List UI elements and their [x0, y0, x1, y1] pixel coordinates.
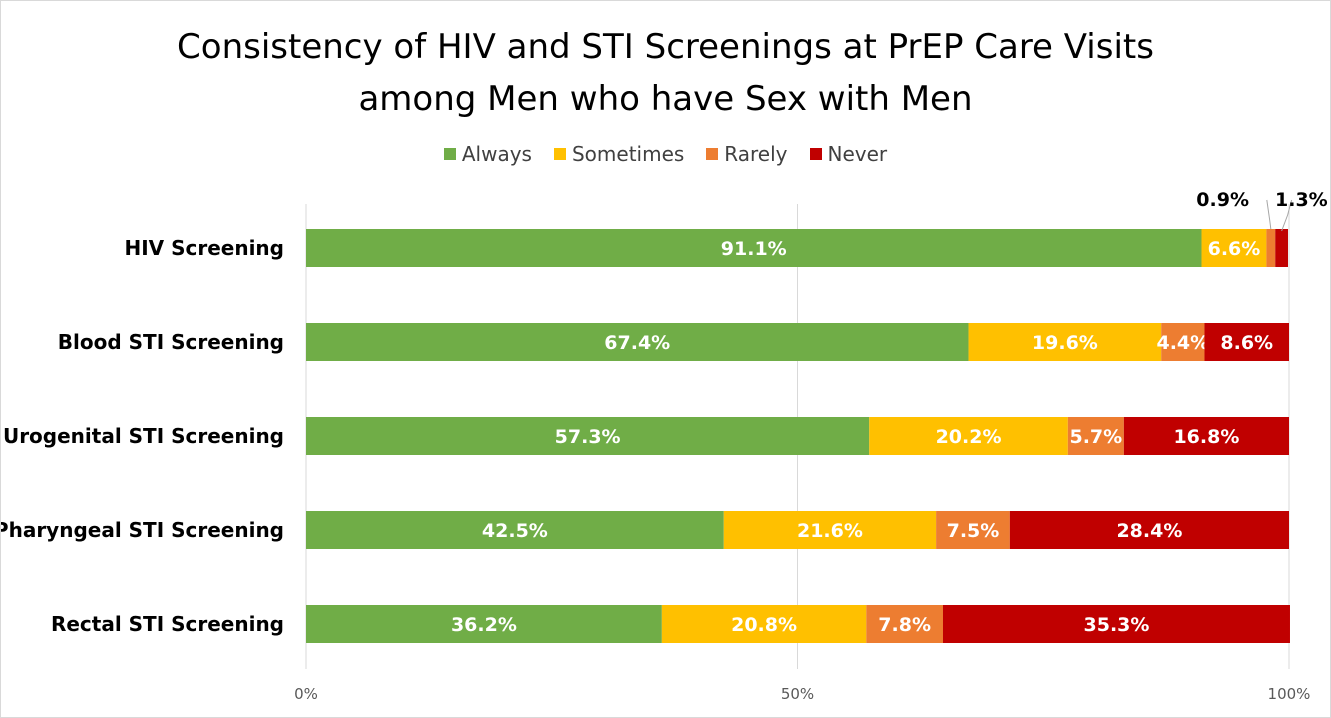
data-label-callout: 1.3%	[1275, 189, 1328, 211]
legend-item-sometimes: Sometimes	[553, 142, 685, 166]
chart-title-line-2: among Men who have Sex with Men	[358, 79, 973, 119]
data-label: 20.8%	[731, 614, 797, 636]
legend-swatch-always	[443, 148, 456, 160]
legend-item-rarely: Rarely	[706, 142, 788, 166]
bar-segment-always	[306, 417, 870, 455]
callout-leader-never	[1281, 199, 1293, 232]
bar-segment-sometimes	[723, 511, 937, 549]
callout-leader-rarely	[1266, 199, 1272, 230]
data-label: 20.2%	[936, 426, 1002, 448]
bar-segment-never	[942, 605, 1290, 643]
data-label: 36.2%	[451, 614, 517, 636]
legend-label-always: Always	[461, 142, 532, 166]
legend-item-never: Never	[809, 142, 888, 166]
bar-segment-never	[1275, 229, 1289, 267]
legend-swatch-never	[809, 148, 822, 160]
bar-segment-rarely	[1266, 229, 1276, 267]
data-label: 35.3%	[1084, 614, 1150, 636]
bar-segment-sometimes	[869, 417, 1068, 455]
data-label: 57.3%	[555, 426, 621, 448]
data-label: 6.6%	[1208, 238, 1261, 260]
data-label: 16.8%	[1173, 426, 1239, 448]
bar-segment-never	[1123, 417, 1289, 455]
bar-segment-never	[1009, 511, 1289, 549]
legend-label-never: Never	[827, 142, 888, 166]
data-label: 91.1%	[721, 238, 787, 260]
data-label: 42.5%	[482, 520, 548, 542]
legend-item-always: Always	[443, 142, 532, 166]
bar-segment-rarely	[1161, 323, 1205, 361]
category-label: HIV Screening	[124, 236, 284, 260]
bar-segment-sometimes	[1201, 229, 1267, 267]
data-label: 5.7%	[1069, 426, 1122, 448]
data-label: 21.6%	[797, 520, 863, 542]
bar-segment-always	[306, 511, 724, 549]
category-label: Blood STI Screening	[58, 330, 284, 354]
bar-segment-rarely	[936, 511, 1010, 549]
x-tick-label: 50%	[781, 685, 814, 703]
category-label: Rectal STI Screening	[51, 612, 284, 636]
bar-segment-sometimes	[661, 605, 867, 643]
data-label: 7.5%	[947, 520, 1000, 542]
data-label: 7.8%	[878, 614, 931, 636]
bar-segment-always	[306, 323, 969, 361]
bar-segment-rarely	[866, 605, 943, 643]
x-tick-label: 100%	[1268, 685, 1311, 703]
legend-label-sometimes: Sometimes	[571, 142, 685, 166]
bar-segment-always	[306, 605, 662, 643]
data-label-callout: 0.9%	[1196, 189, 1249, 211]
bar-segment-rarely	[1067, 417, 1124, 455]
data-label: 4.4%	[1156, 332, 1209, 354]
bar-segment-always	[306, 229, 1202, 267]
chart-title-line-1: Consistency of HIV and STI Screenings at…	[177, 27, 1154, 67]
data-label: 28.4%	[1116, 520, 1182, 542]
data-label: 67.4%	[604, 332, 670, 354]
category-label: Pharyngeal STI Screening	[1, 518, 284, 542]
bar-segment-sometimes	[968, 323, 1162, 361]
chart-legend: Always Sometimes Rarely Never	[1, 142, 1330, 166]
x-tick-label: 0%	[294, 685, 318, 703]
data-label: 19.6%	[1032, 332, 1098, 354]
data-label: 8.6%	[1220, 332, 1273, 354]
legend-label-rarely: Rarely	[724, 142, 788, 166]
legend-swatch-sometimes	[553, 148, 566, 160]
bar-segment-never	[1204, 323, 1289, 361]
category-label: Urogenital STI Screening	[3, 424, 284, 448]
legend-swatch-rarely	[706, 148, 719, 160]
